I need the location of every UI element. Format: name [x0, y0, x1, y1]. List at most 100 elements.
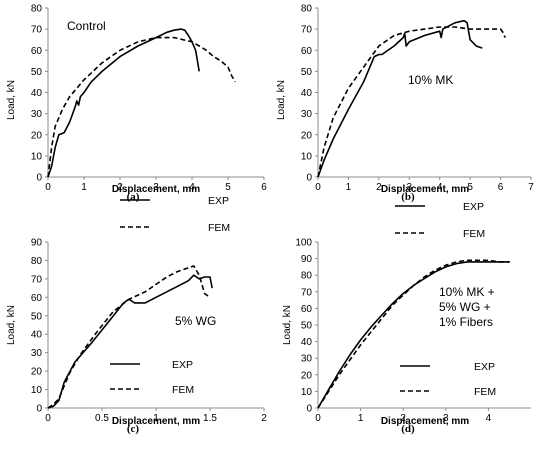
y-tick-label: 10: [31, 385, 43, 396]
legend-label-fem: FEM: [208, 222, 230, 234]
x-axis-title: Displacement, mm: [381, 416, 469, 427]
y-tick-label: 40: [31, 330, 43, 341]
panel-caption: (d): [401, 423, 415, 435]
y-tick-label: 20: [301, 370, 313, 381]
series-exp-line: [47, 28, 200, 178]
y-tick-label: 40: [31, 88, 43, 99]
y-tick-label: 80: [31, 256, 43, 267]
series-fem-line: [47, 36, 236, 178]
x-tick-label: 6: [261, 182, 267, 193]
series-exp-line: [47, 274, 213, 409]
y-tick-label: 50: [301, 321, 313, 332]
legend-label-fem: FEM: [172, 384, 194, 396]
panel-annotation: 5% WG: [175, 314, 216, 328]
y-tick-label: 30: [301, 109, 313, 120]
x-tick-label: 0: [45, 413, 51, 424]
y-axis-title: Load, kN: [6, 305, 17, 345]
y-tick-label: 0: [36, 404, 42, 415]
x-tick-label: 0: [45, 182, 51, 193]
x-tick-label: 0: [315, 413, 321, 424]
x-tick-label: 2: [261, 413, 267, 424]
y-tick-label: 0: [306, 173, 312, 184]
y-tick-label: 10: [301, 387, 313, 398]
y-tick-label: 90: [31, 238, 43, 249]
x-tick-label: 2: [400, 413, 406, 424]
y-tick-label: 90: [301, 254, 313, 265]
x-axis-title: Displacement, mm: [112, 184, 200, 195]
x-tick-label: 0.5: [95, 413, 109, 424]
x-axis-title: Displacement, mm: [112, 416, 200, 427]
y-tick-label: 30: [31, 348, 43, 359]
x-tick-label: 6: [498, 182, 504, 193]
x-tick-label: 0: [315, 182, 321, 193]
y-tick-label: 50: [301, 67, 313, 78]
y-tick-label: 70: [31, 274, 43, 285]
x-tick-label: 3: [153, 182, 159, 193]
series-fem-line: [317, 259, 510, 409]
legend-label-exp: EXP: [208, 195, 229, 207]
panel-caption: (b): [401, 191, 415, 203]
series-fem-line: [47, 265, 211, 409]
y-tick-label: 20: [31, 130, 43, 141]
y-tick-label: 20: [31, 367, 43, 378]
y-tick-label: 30: [301, 354, 313, 365]
y-axis-title: Load, kN: [276, 80, 287, 120]
y-tick-label: 20: [301, 130, 313, 141]
x-tick-label: 4: [437, 182, 443, 193]
panel-annotation: 1% Fibers: [439, 315, 493, 329]
x-tick-label: 4: [486, 413, 492, 424]
y-tick-label: 100: [295, 238, 312, 249]
panel-annotation: 10% MK: [408, 73, 453, 87]
x-tick-label: 2: [376, 182, 382, 193]
y-tick-label: 80: [301, 4, 313, 15]
y-tick-label: 10: [301, 151, 313, 162]
legend-label-fem: FEM: [474, 386, 496, 398]
legend-label-exp: EXP: [474, 361, 495, 373]
y-tick-label: 60: [31, 293, 43, 304]
panel-d-combined: 0 10 20 30 40 50 60 70 80 90 100 0 1 2 3 4 Displacement,…: [282, 238, 531, 435]
y-tick-label: 0: [36, 173, 42, 184]
y-tick-label: 80: [31, 4, 43, 15]
x-tick-label: 1.5: [203, 413, 217, 424]
x-tick-label: 7: [528, 182, 534, 193]
series-exp-line: [317, 19, 483, 178]
x-tick-label: 1: [346, 182, 352, 193]
legend-label-fem: FEM: [463, 228, 485, 240]
y-tick-label: 10: [31, 151, 43, 162]
x-tick-label: 1: [358, 413, 364, 424]
y-tick-label: 30: [31, 109, 43, 120]
x-tick-label: 1: [153, 413, 159, 424]
y-axis-title: Load, kN: [6, 80, 17, 120]
y-tick-label: 0: [306, 404, 312, 415]
panel-annotation: 10% MK +: [439, 285, 495, 299]
x-tick-label: 3: [407, 182, 413, 193]
y-tick-label: 70: [301, 25, 313, 36]
y-tick-label: 70: [31, 25, 43, 36]
panel-caption: (c): [127, 423, 140, 435]
panel-b-10-mk: 0 10 20 30 40 50 60 70 80 0 1 2 3 4 5 6 7 Displacement, m…: [276, 4, 534, 241]
y-tick-label: 80: [301, 271, 313, 282]
x-axis-title: Displacement, mm: [381, 184, 469, 195]
panel-annotation: 5% WG +: [439, 300, 491, 314]
panel-caption: (a): [127, 191, 140, 203]
x-tick-label: 1: [81, 182, 87, 193]
x-tick-label: 4: [189, 182, 195, 193]
y-tick-label: 60: [31, 46, 43, 57]
y-tick-label: 60: [301, 46, 313, 57]
panel-annotation: Control: [67, 19, 106, 33]
panel-a-control: 0 10 20 30 40 50 60 70 80 0 1 2 3 4 5 6 Displacement, mm…: [6, 4, 267, 235]
x-tick-label: 3: [443, 413, 449, 424]
y-tick-label: 70: [301, 287, 313, 298]
x-tick-label: 2: [117, 182, 123, 193]
panel-c-5-wg: 0 10 20 30 40 50 60 70 80 90 0 0.5 1 1.5 2 Displacement…: [6, 238, 267, 436]
legend-label-exp: EXP: [463, 201, 484, 213]
y-tick-label: 50: [31, 311, 43, 322]
x-tick-label: 5: [467, 182, 473, 193]
y-tick-label: 40: [301, 88, 313, 99]
y-tick-label: 60: [301, 304, 313, 315]
legend-label-exp: EXP: [172, 359, 193, 371]
x-tick-label: 5: [225, 182, 231, 193]
y-axis-title: Load, kN: [282, 305, 293, 345]
y-tick-label: 50: [31, 67, 43, 78]
